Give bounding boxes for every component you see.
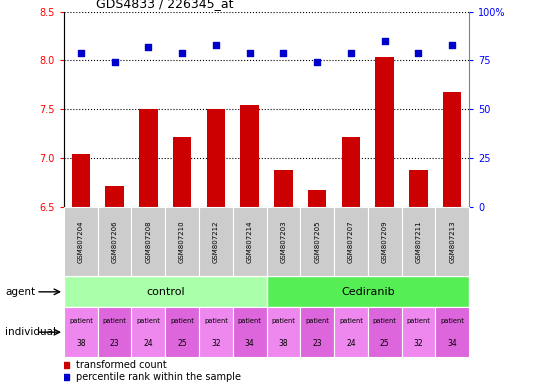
Text: 25: 25	[380, 339, 390, 348]
Text: patient: patient	[271, 318, 295, 324]
Bar	[342, 137, 360, 207]
Point	[245, 50, 254, 56]
Text: GSM807213: GSM807213	[449, 220, 455, 263]
Bar	[300, 307, 334, 357]
Bar	[240, 104, 259, 207]
Bar	[98, 307, 132, 357]
Text: patient: patient	[440, 318, 464, 324]
Text: percentile rank within the sample: percentile rank within the sample	[76, 372, 241, 382]
Text: GDS4833 / 226345_at: GDS4833 / 226345_at	[96, 0, 234, 10]
Text: GSM807203: GSM807203	[280, 220, 286, 263]
Bar	[266, 307, 300, 357]
Text: GSM807208: GSM807208	[146, 220, 151, 263]
Text: 23: 23	[110, 339, 119, 348]
Point	[144, 44, 152, 50]
Bar	[401, 307, 435, 357]
Text: 32: 32	[414, 339, 423, 348]
Bar	[368, 307, 401, 357]
Text: 24: 24	[143, 339, 153, 348]
Text: GSM807204: GSM807204	[78, 221, 84, 263]
Bar	[98, 207, 132, 276]
Bar	[233, 307, 266, 357]
Point	[448, 42, 456, 48]
Text: patient: patient	[407, 318, 430, 324]
Bar	[308, 190, 326, 207]
Point	[110, 60, 119, 66]
Point	[279, 50, 288, 56]
Bar	[401, 207, 435, 276]
Text: 34: 34	[245, 339, 254, 348]
Text: patient: patient	[238, 318, 262, 324]
Bar	[266, 276, 469, 307]
Text: 23: 23	[312, 339, 322, 348]
Text: 38: 38	[279, 339, 288, 348]
Bar	[207, 109, 225, 207]
Bar	[165, 207, 199, 276]
Point	[414, 50, 423, 56]
Bar	[334, 307, 368, 357]
Text: GSM807210: GSM807210	[179, 220, 185, 263]
Text: patient: patient	[373, 318, 397, 324]
Text: control: control	[146, 287, 184, 297]
Bar	[435, 207, 469, 276]
Text: patient: patient	[69, 318, 93, 324]
Text: individual: individual	[5, 327, 56, 337]
Text: 25: 25	[177, 339, 187, 348]
Point	[178, 50, 187, 56]
Text: 38: 38	[76, 339, 86, 348]
Text: GSM807214: GSM807214	[247, 221, 253, 263]
Text: 34: 34	[447, 339, 457, 348]
Bar	[334, 207, 368, 276]
Text: GSM807206: GSM807206	[111, 220, 118, 263]
Text: transformed count: transformed count	[76, 360, 167, 370]
Bar	[199, 207, 233, 276]
Bar	[106, 186, 124, 207]
Text: 24: 24	[346, 339, 356, 348]
Text: patient: patient	[305, 318, 329, 324]
Text: GSM807209: GSM807209	[382, 220, 387, 263]
Bar	[64, 307, 98, 357]
Point	[346, 50, 355, 56]
Bar	[300, 207, 334, 276]
Text: patient: patient	[103, 318, 126, 324]
Point	[212, 42, 220, 48]
Bar	[64, 276, 266, 307]
Bar	[165, 307, 199, 357]
Text: patient: patient	[170, 318, 194, 324]
Bar	[132, 207, 165, 276]
Bar	[443, 92, 462, 207]
Text: GSM807205: GSM807205	[314, 221, 320, 263]
Text: patient: patient	[136, 318, 160, 324]
Point	[77, 50, 85, 56]
Bar	[199, 307, 233, 357]
Point	[381, 38, 389, 44]
Bar	[368, 207, 401, 276]
Bar	[139, 109, 158, 207]
Bar	[64, 207, 98, 276]
Point	[313, 60, 321, 66]
Text: GSM807207: GSM807207	[348, 220, 354, 263]
Bar	[435, 307, 469, 357]
Text: patient: patient	[339, 318, 363, 324]
Bar	[266, 207, 300, 276]
Bar	[71, 154, 90, 207]
Bar	[375, 56, 394, 207]
Text: agent: agent	[5, 287, 36, 297]
Text: Cediranib: Cediranib	[341, 287, 394, 297]
Text: 32: 32	[211, 339, 221, 348]
Text: GSM807211: GSM807211	[415, 220, 422, 263]
Bar	[173, 137, 191, 207]
Bar	[132, 307, 165, 357]
Bar	[274, 170, 293, 207]
Bar	[409, 170, 427, 207]
Bar	[233, 207, 266, 276]
Text: GSM807212: GSM807212	[213, 221, 219, 263]
Text: patient: patient	[204, 318, 228, 324]
